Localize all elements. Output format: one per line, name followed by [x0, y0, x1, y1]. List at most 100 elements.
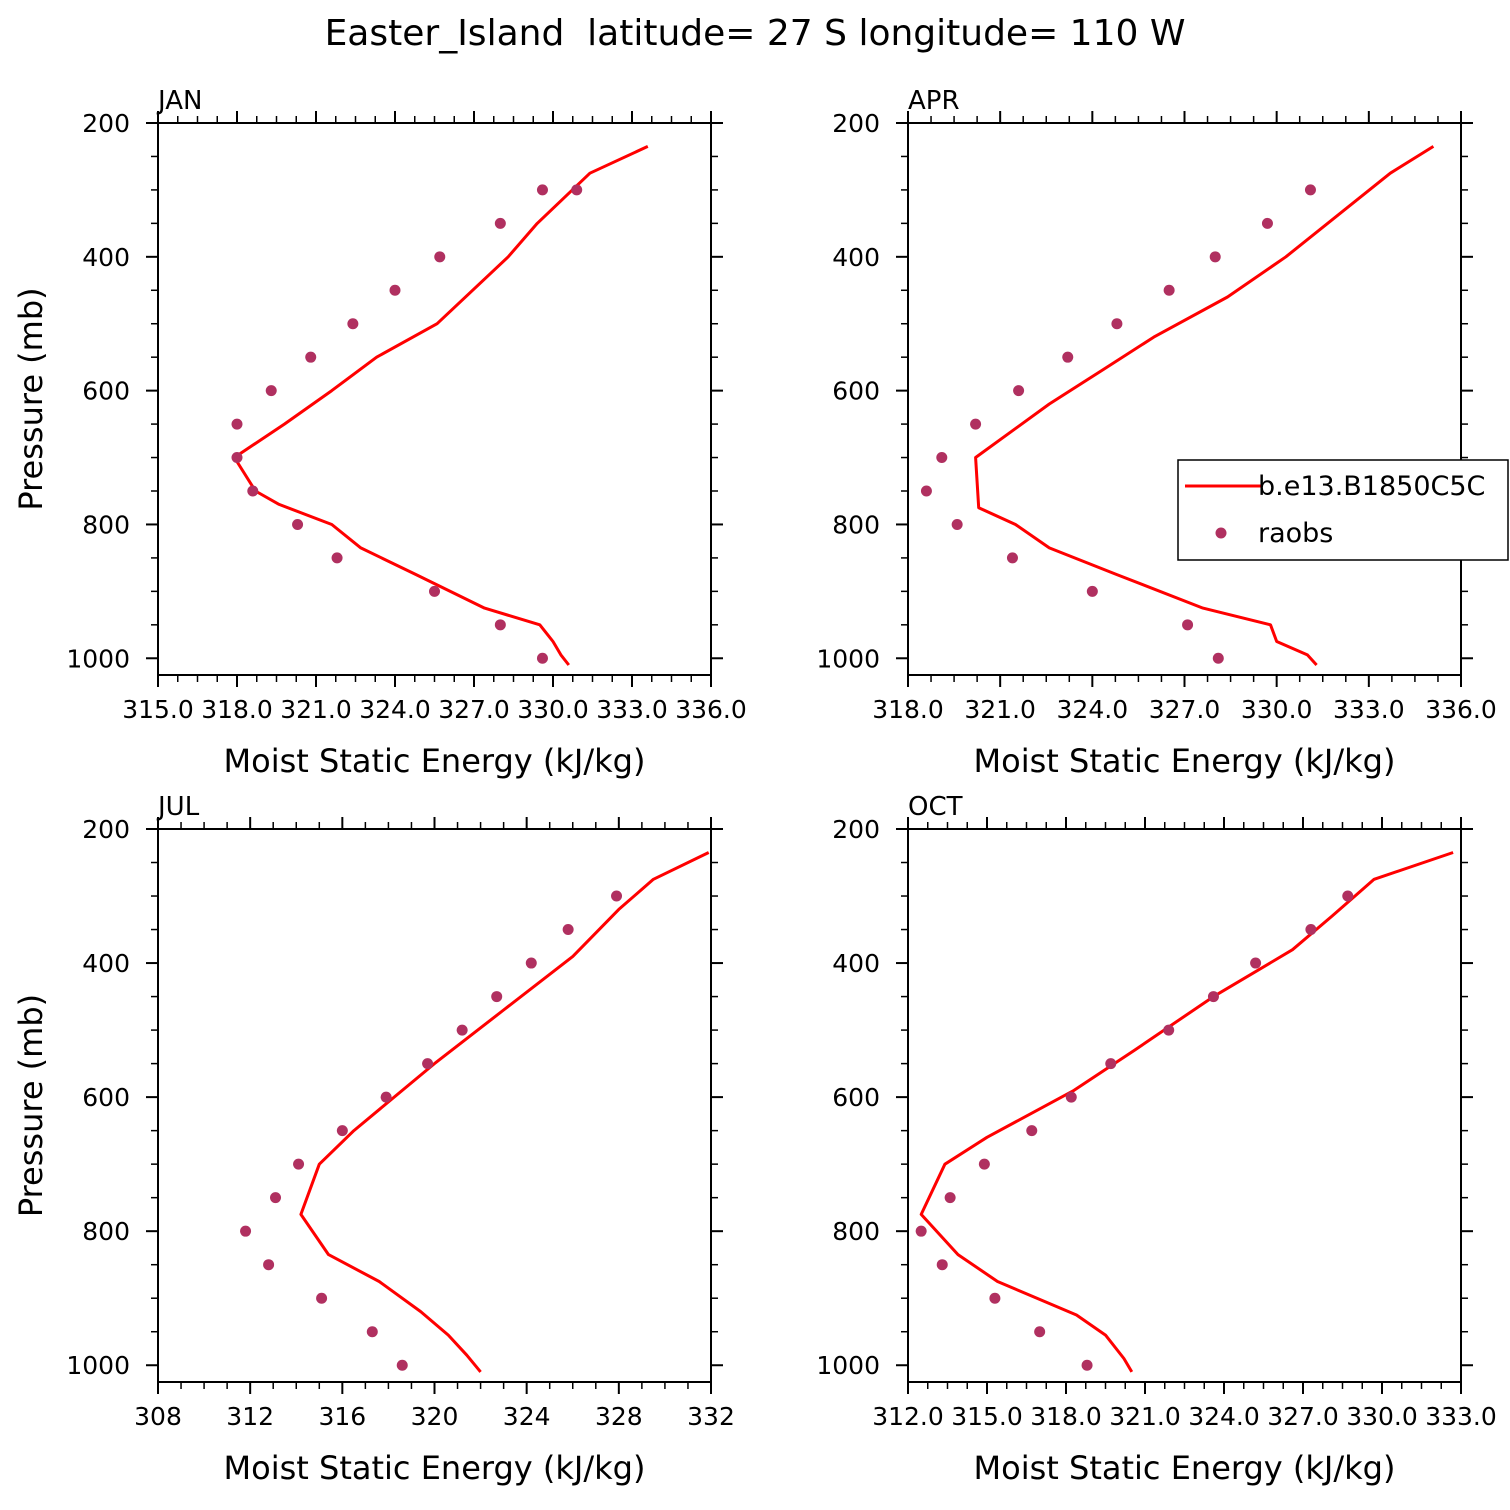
x-tick-label: 332: [687, 1402, 735, 1431]
raobs-point: [1026, 1125, 1038, 1137]
x-tick-label: 333.0: [1333, 695, 1405, 724]
raobs-point: [951, 518, 963, 530]
x-tick-label: 327.0: [1149, 695, 1221, 724]
model-line: [299, 851, 710, 1373]
raobs-point: [456, 1024, 468, 1036]
y-axis-label: Pressure (mb): [12, 287, 50, 510]
legend-box: [1177, 459, 1509, 561]
raobs-point: [331, 552, 343, 564]
x-axis-label: Moist Static Energy (kJ/kg): [224, 742, 646, 780]
raobs-point: [292, 518, 304, 530]
raobs-point: [1209, 251, 1221, 263]
raobs-point: [1212, 652, 1224, 664]
raobs-point: [1163, 1024, 1175, 1036]
x-tick-label: 333.0: [596, 695, 668, 724]
plot-frame: [907, 122, 1462, 676]
x-tick-label: 324.0: [1188, 1402, 1260, 1431]
raobs-point: [915, 1225, 927, 1237]
raobs-point: [611, 890, 623, 902]
y-tick-label: 600: [832, 1083, 880, 1112]
raobs-point: [1342, 890, 1354, 902]
panel-label: OCT: [908, 792, 963, 822]
y-tick-label: 400: [82, 243, 130, 272]
raobs-point: [1081, 1359, 1093, 1371]
x-tick-label: 312: [226, 1402, 274, 1431]
raobs-point: [240, 1225, 252, 1237]
legend-model-label: b.e13.B1850C5C: [1258, 471, 1485, 502]
raobs-point: [536, 184, 548, 196]
x-tick-label: 318.0: [1030, 1402, 1102, 1431]
x-tick-label: 318.0: [872, 695, 944, 724]
raobs-point: [525, 957, 537, 969]
raobs-point: [231, 418, 243, 430]
panel-label: APR: [908, 86, 960, 116]
raobs-point: [1013, 385, 1025, 397]
y-tick-label: 400: [82, 949, 130, 978]
raobs-point: [1304, 184, 1316, 196]
y-tick-label: 1000: [816, 1351, 880, 1380]
x-tick-label: 333.0: [1425, 1402, 1497, 1431]
y-tick-label: 1000: [66, 644, 130, 673]
raobs-point: [970, 418, 982, 430]
x-tick-label: 324.0: [359, 695, 431, 724]
x-tick-label: 316: [318, 1402, 366, 1431]
raobs-point: [434, 251, 446, 263]
raobs-point: [336, 1125, 348, 1137]
raobs-point: [380, 1091, 392, 1103]
raobs-point: [366, 1326, 378, 1338]
figure-title: Easter_Island latitude= 27 S longitude= …: [325, 13, 1186, 54]
raobs-point: [396, 1359, 408, 1371]
raobs-point: [247, 485, 259, 497]
y-tick-label: 800: [832, 1217, 880, 1246]
x-tick-label: 320: [411, 1402, 459, 1431]
y-tick-label: 400: [832, 949, 880, 978]
model-line: [232, 145, 649, 666]
raobs-point: [944, 1192, 956, 1204]
x-tick-label: 330.0: [517, 695, 589, 724]
raobs-point: [293, 1158, 305, 1170]
x-axis-label: Moist Static Energy (kJ/kg): [974, 1449, 1396, 1487]
raobs-point: [263, 1259, 275, 1271]
x-tick-label: 330.0: [1346, 1402, 1418, 1431]
raobs-point: [305, 351, 317, 363]
panel-oct: OCT 312.0 315.0 318.0 321.0 324.0 327.0 330.0 33…: [816, 792, 1496, 1487]
raobs-point: [347, 318, 359, 330]
raobs-point: [231, 452, 243, 464]
raobs-point: [1111, 318, 1123, 330]
raobs-point: [920, 485, 932, 497]
x-tick-label: 327.0: [438, 695, 510, 724]
x-tick-label: 321.0: [964, 695, 1036, 724]
raobs-point: [1207, 991, 1219, 1003]
raobs-point: [1182, 619, 1194, 631]
x-axis-label: Moist Static Energy (kJ/kg): [224, 1449, 646, 1487]
y-tick-label: 800: [832, 510, 880, 539]
x-tick-label: 315.0: [122, 695, 194, 724]
y-tick-label: 800: [82, 1217, 130, 1246]
raobs-point: [316, 1292, 328, 1304]
y-tick-label: 200: [832, 815, 880, 844]
x-tick-label: 324.0: [1057, 695, 1129, 724]
x-tick-label: 324: [503, 1402, 551, 1431]
legend-point-swatch: [1215, 527, 1227, 539]
panel-label: JUL: [156, 792, 200, 822]
raobs-point: [1006, 552, 1018, 564]
y-tick-label: 400: [832, 243, 880, 272]
legend: b.e13.B1850C5C raobs: [1177, 459, 1509, 561]
x-axis-label: Moist Static Energy (kJ/kg): [974, 742, 1396, 780]
raobs-point: [265, 385, 277, 397]
y-tick-label: 800: [82, 510, 130, 539]
raobs-point: [422, 1058, 434, 1070]
raobs-point: [989, 1292, 1001, 1304]
raobs-point: [389, 284, 401, 296]
model-line: [974, 145, 1435, 667]
x-tick-label: 327.0: [1267, 1402, 1339, 1431]
raobs-point: [494, 619, 506, 631]
x-tick-label: 318.0: [201, 695, 273, 724]
raobs-point: [936, 1259, 948, 1271]
y-tick-label: 1000: [816, 644, 880, 673]
raobs-point: [1261, 217, 1273, 229]
y-tick-label: 600: [82, 1083, 130, 1112]
x-tick-label: 336.0: [675, 695, 747, 724]
raobs-point: [1250, 957, 1262, 969]
y-tick-label: 1000: [66, 1351, 130, 1380]
